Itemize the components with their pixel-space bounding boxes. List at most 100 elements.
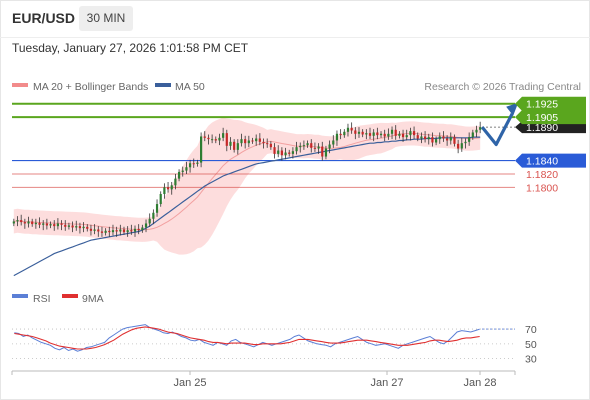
candle xyxy=(280,147,283,161)
candle-body xyxy=(449,137,452,141)
candle xyxy=(111,224,115,236)
candle-body xyxy=(324,148,328,157)
candle-body xyxy=(108,230,111,233)
candle-body xyxy=(177,171,181,179)
candle-body xyxy=(86,226,89,229)
candles xyxy=(12,121,482,237)
candle-body xyxy=(82,226,85,229)
candle xyxy=(137,224,140,235)
candle xyxy=(394,125,397,140)
candle xyxy=(188,159,192,173)
candle xyxy=(379,131,383,138)
level-tag-1.1905 xyxy=(515,110,586,125)
candle-body xyxy=(464,141,467,144)
candle xyxy=(236,139,239,155)
candle-body xyxy=(170,185,173,190)
candle-body xyxy=(383,133,386,137)
candle-body xyxy=(97,229,100,232)
candle xyxy=(185,161,188,174)
candle-body xyxy=(453,137,456,144)
candle xyxy=(133,225,137,237)
candle xyxy=(361,129,364,138)
candle-body xyxy=(247,140,250,144)
rsi-series-RSI xyxy=(14,324,480,352)
candle-body xyxy=(45,223,48,226)
candle-body xyxy=(236,143,239,150)
candle-body xyxy=(295,147,298,152)
candle-body xyxy=(306,143,309,146)
candle xyxy=(343,129,346,138)
candle-body xyxy=(38,222,41,225)
candle-body xyxy=(412,131,416,136)
candle xyxy=(148,213,151,227)
timeframe-button[interactable]: 30 MIN xyxy=(79,6,133,31)
candle-body xyxy=(203,136,206,138)
candle-body xyxy=(332,140,335,145)
candle xyxy=(144,219,148,233)
candle-body xyxy=(405,135,408,138)
candle xyxy=(398,131,401,139)
candle xyxy=(240,133,243,147)
candle-body xyxy=(390,129,394,134)
candle xyxy=(409,127,412,141)
candle-body xyxy=(155,204,159,213)
rsi-tick-70: 70 xyxy=(525,324,537,336)
candle xyxy=(453,134,456,147)
candle-body xyxy=(49,224,52,226)
candle-body xyxy=(181,170,184,172)
candle xyxy=(383,129,386,142)
ma9-legend-label: 9MA xyxy=(82,293,104,305)
candle-body xyxy=(218,137,221,141)
candle-body xyxy=(192,163,195,165)
candle xyxy=(255,134,258,146)
candle xyxy=(115,226,118,237)
candle-body xyxy=(75,226,78,228)
candle-body xyxy=(435,139,438,143)
candle-body xyxy=(60,223,63,225)
candle-body xyxy=(200,136,203,163)
candle xyxy=(20,214,23,226)
candle-body xyxy=(427,137,430,140)
candle xyxy=(295,141,298,155)
candle xyxy=(350,122,353,134)
candle xyxy=(152,209,155,225)
candle-body xyxy=(394,129,397,136)
candle-body xyxy=(310,143,313,148)
candle xyxy=(56,218,59,230)
candle xyxy=(339,129,342,140)
timestamp: Tuesday, January 27, 2026 1:01:58 PM CET xyxy=(12,41,249,55)
candle-body xyxy=(460,143,463,149)
candle xyxy=(313,142,317,152)
candle xyxy=(251,137,254,144)
candle xyxy=(390,126,394,140)
candle-body xyxy=(185,167,188,171)
candle-body xyxy=(416,135,419,139)
candle-body xyxy=(225,133,228,146)
candle-body xyxy=(12,221,15,224)
candle-body xyxy=(321,146,324,157)
level-label-1.1800: 1.1800 xyxy=(526,182,558,194)
level-label-1.1925: 1.1925 xyxy=(526,99,558,111)
candle-body xyxy=(409,131,412,136)
candle-body xyxy=(27,221,30,224)
ma50-legend-label: MA 50 xyxy=(175,81,205,93)
forecast-arrow xyxy=(480,102,519,147)
candle-body xyxy=(350,127,353,131)
candle-body xyxy=(420,136,423,139)
candle xyxy=(67,222,71,230)
candle xyxy=(284,147,287,160)
level-tag-1.1925 xyxy=(515,96,586,111)
candle xyxy=(431,132,434,147)
candle xyxy=(200,132,203,168)
candle-body xyxy=(438,136,441,140)
candle-body xyxy=(361,131,364,135)
candle xyxy=(159,191,162,207)
rsi-series-9MA xyxy=(14,326,480,350)
candle xyxy=(446,135,449,146)
candle xyxy=(372,129,375,142)
candle xyxy=(335,130,339,146)
candle xyxy=(174,173,177,190)
candle-body xyxy=(53,224,56,227)
candle-body xyxy=(144,223,148,228)
